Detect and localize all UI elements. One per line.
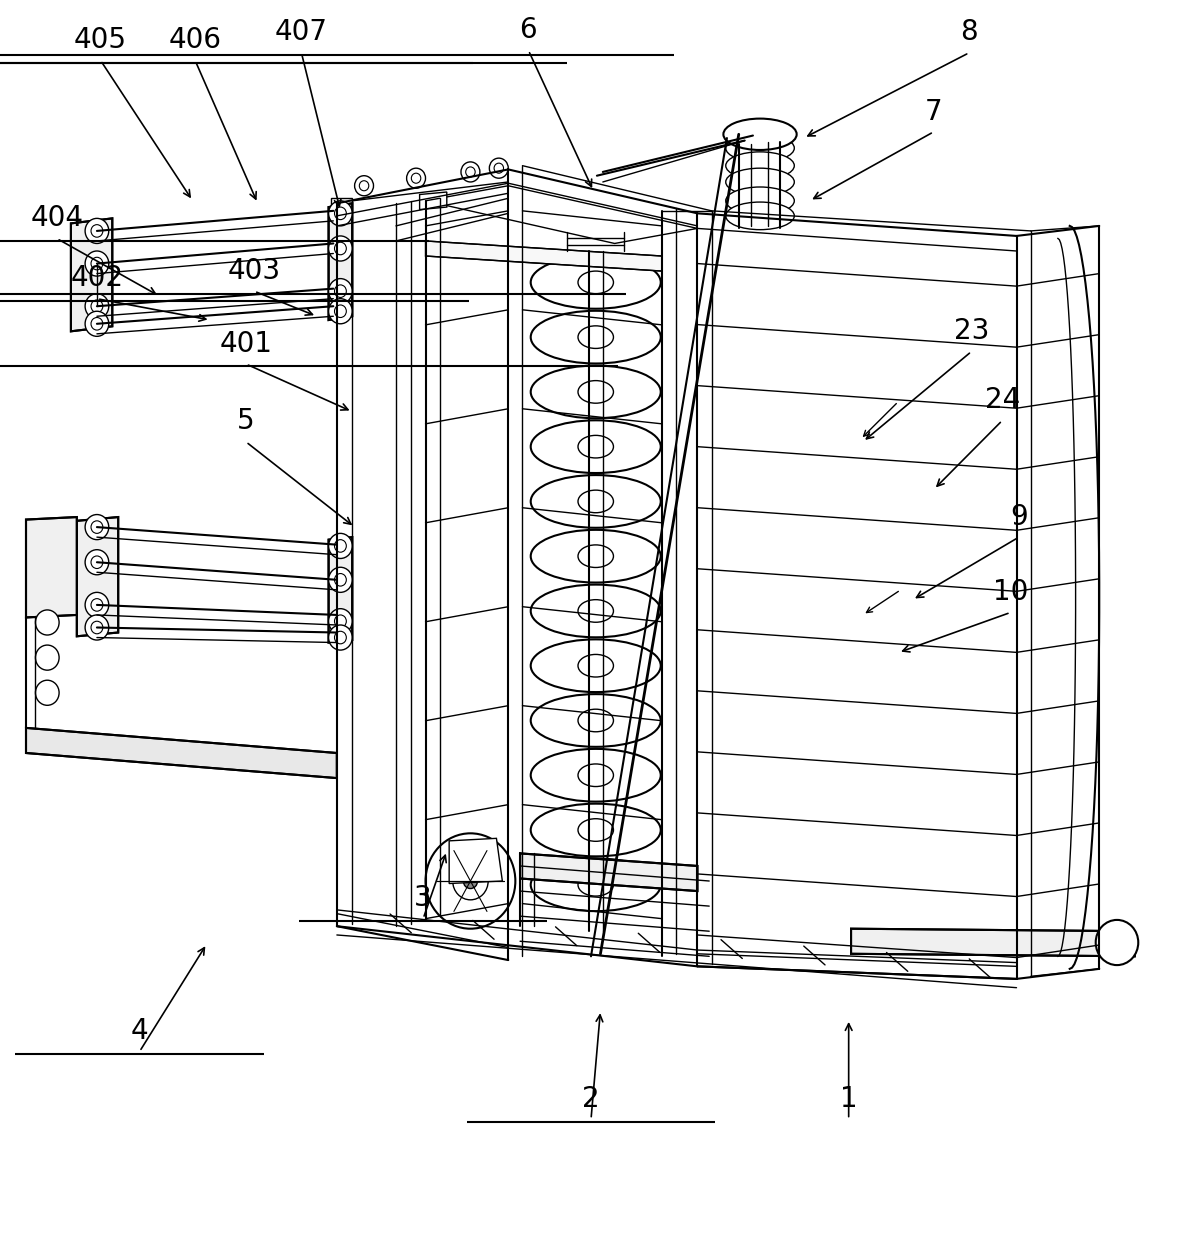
Circle shape	[85, 251, 109, 276]
Text: 8: 8	[961, 19, 978, 46]
Text: 405: 405	[74, 26, 126, 54]
Text: 7: 7	[926, 98, 942, 126]
Circle shape	[329, 299, 352, 324]
Ellipse shape	[723, 119, 797, 151]
Ellipse shape	[578, 271, 613, 294]
Text: 23: 23	[954, 318, 989, 345]
Ellipse shape	[578, 654, 613, 676]
Ellipse shape	[531, 256, 661, 309]
Ellipse shape	[726, 152, 794, 179]
Polygon shape	[420, 192, 447, 210]
Circle shape	[85, 311, 109, 336]
Text: 3: 3	[414, 885, 433, 912]
Circle shape	[35, 645, 59, 670]
Ellipse shape	[531, 476, 661, 528]
Polygon shape	[851, 929, 1135, 956]
Circle shape	[35, 680, 59, 705]
Ellipse shape	[531, 639, 661, 692]
Text: 403: 403	[228, 257, 280, 285]
Text: 401: 401	[220, 330, 272, 358]
Circle shape	[426, 833, 515, 929]
Text: 24: 24	[985, 387, 1020, 414]
Circle shape	[35, 610, 59, 635]
Circle shape	[329, 279, 352, 304]
Ellipse shape	[578, 709, 613, 732]
Text: 406: 406	[169, 26, 221, 54]
Circle shape	[463, 873, 478, 889]
Text: 9: 9	[1009, 503, 1028, 531]
Circle shape	[85, 550, 109, 575]
Text: 6: 6	[520, 16, 537, 44]
Polygon shape	[26, 728, 337, 778]
Circle shape	[85, 615, 109, 640]
Ellipse shape	[726, 187, 794, 215]
Ellipse shape	[531, 694, 661, 747]
Polygon shape	[329, 203, 352, 320]
Ellipse shape	[531, 749, 661, 802]
Ellipse shape	[726, 134, 794, 162]
Ellipse shape	[578, 326, 613, 349]
Ellipse shape	[531, 530, 661, 582]
Circle shape	[453, 862, 488, 900]
Circle shape	[329, 533, 352, 558]
Circle shape	[329, 625, 352, 650]
Text: 10: 10	[993, 579, 1028, 606]
Ellipse shape	[578, 435, 613, 458]
Circle shape	[1096, 920, 1138, 965]
Text: 407: 407	[275, 19, 327, 46]
Ellipse shape	[578, 380, 613, 403]
Ellipse shape	[531, 420, 661, 473]
Polygon shape	[26, 517, 77, 617]
Polygon shape	[520, 853, 697, 891]
Circle shape	[329, 236, 352, 261]
Ellipse shape	[531, 365, 661, 418]
Polygon shape	[329, 537, 352, 643]
Polygon shape	[449, 838, 502, 884]
Polygon shape	[71, 218, 112, 331]
Text: 4: 4	[131, 1018, 148, 1045]
Ellipse shape	[578, 764, 613, 787]
Circle shape	[329, 609, 352, 634]
Circle shape	[329, 567, 352, 592]
Text: 402: 402	[71, 265, 123, 292]
Polygon shape	[77, 517, 118, 636]
Text: 5: 5	[238, 408, 254, 435]
Text: 404: 404	[31, 205, 83, 232]
Ellipse shape	[578, 545, 613, 567]
Ellipse shape	[531, 585, 661, 638]
Text: 1: 1	[840, 1086, 857, 1113]
Ellipse shape	[578, 873, 613, 896]
Ellipse shape	[726, 202, 794, 230]
Polygon shape	[426, 241, 662, 271]
Ellipse shape	[578, 818, 613, 841]
Ellipse shape	[531, 311, 661, 364]
Ellipse shape	[578, 600, 613, 622]
Ellipse shape	[726, 168, 794, 196]
Circle shape	[85, 294, 109, 319]
Ellipse shape	[531, 803, 661, 856]
Circle shape	[329, 201, 352, 226]
Ellipse shape	[531, 858, 661, 911]
Ellipse shape	[578, 491, 613, 513]
Circle shape	[85, 515, 109, 540]
Circle shape	[85, 218, 109, 243]
Text: 2: 2	[583, 1086, 599, 1113]
Circle shape	[85, 592, 109, 617]
